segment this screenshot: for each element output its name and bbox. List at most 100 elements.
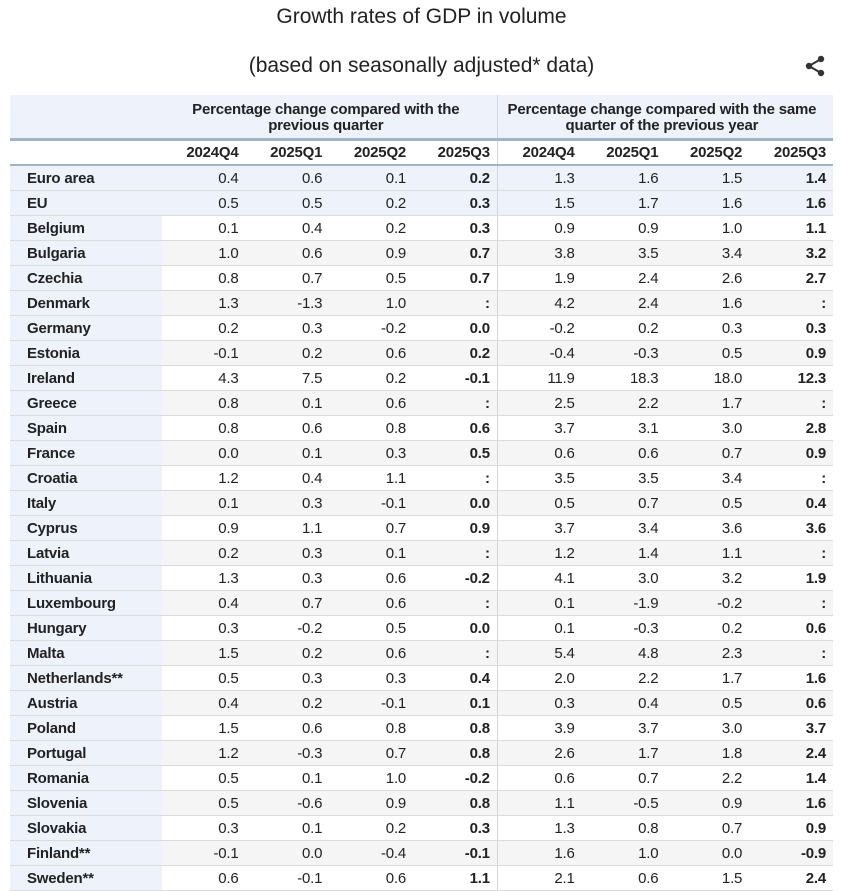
row-label: Germany <box>10 315 162 341</box>
table-cell: 0.3 <box>413 815 498 841</box>
table-cell: 0.0 <box>413 490 498 516</box>
table-cell: -0.2 <box>329 315 414 341</box>
table-cell: -0.2 <box>413 565 498 591</box>
table-cell: 0.6 <box>245 715 330 741</box>
row-label: Portugal <box>10 740 162 766</box>
table-cell: 1.6 <box>749 190 833 216</box>
row-label: Slovenia <box>10 790 162 816</box>
page-subtitle: (based on seasonally adjusted* data) <box>248 54 595 77</box>
table-row: Greece 0.8 0.1 0.6:2.5 2.2 1.7: <box>10 390 833 416</box>
table-cell: 3.0 <box>665 715 750 741</box>
table-cell: -0.3 <box>581 340 666 366</box>
table-row: Czechia 0.8 0.7 0.5 0.7 1.9 2.4 2.6 2.7 <box>10 265 833 291</box>
table-cell: 4.2 <box>497 290 582 316</box>
table-cell: 2.2 <box>665 765 750 791</box>
table-cell: 18.3 <box>581 365 666 391</box>
row-label: Malta <box>10 640 162 666</box>
table-cell: 0.5 <box>665 490 750 516</box>
table-cell: 0.7 <box>581 765 666 791</box>
table-cell: 2.7 <box>749 265 833 291</box>
column-header: 2024Q4 <box>161 139 246 166</box>
row-label: Austria <box>10 690 162 716</box>
table-cell: 1.8 <box>665 740 750 766</box>
table-cell: 0.4 <box>245 215 330 241</box>
column-header: 2025Q2 <box>329 139 414 166</box>
table-cell: 3.2 <box>749 240 833 266</box>
table-cell: 1.5 <box>497 190 582 216</box>
table-cell: 0.6 <box>497 440 582 466</box>
table-cell: 1.1 <box>329 465 414 491</box>
table-cell: 0.1 <box>161 490 246 516</box>
table-row: Lithuania 1.3 0.3 0.6 -0.2 4.1 3.0 3.2 1.9 <box>10 565 833 591</box>
table-row: Denmark 1.3 -1.3 1.0:4.2 2.4 1.6: <box>10 290 833 316</box>
table-cell: -0.4 <box>497 340 582 366</box>
table-cell: 3.1 <box>581 415 666 441</box>
table-cell: 0.2 <box>245 690 330 716</box>
table-cell: 0.4 <box>749 490 833 516</box>
table-cell: 0.9 <box>161 515 246 541</box>
table-cell: 0.6 <box>329 340 414 366</box>
table-cell: -0.1 <box>329 690 414 716</box>
table-row: Slovakia 0.3 0.1 0.2 0.3 1.3 0.8 0.7 0.9 <box>10 815 833 841</box>
table-cell: 0.2 <box>245 340 330 366</box>
table-cell: 0.6 <box>329 565 414 591</box>
table-cell: 0.8 <box>161 390 246 416</box>
table-cell: : <box>413 290 498 316</box>
gdp-growth-table: Percentage change compared with the prev… <box>10 95 833 891</box>
table-cell: 0.0 <box>665 840 750 866</box>
table-cell: 0.2 <box>665 615 750 641</box>
table-cell: 0.9 <box>749 340 833 366</box>
share-icon[interactable] <box>803 54 827 78</box>
row-label: Cyprus <box>10 515 162 541</box>
table-cell: 0.1 <box>245 390 330 416</box>
table-cell: 0.1 <box>497 590 582 616</box>
table-row: Austria 0.4 0.2 -0.1 0.1 0.3 0.4 0.5 0.6 <box>10 690 833 716</box>
table-cell: : <box>749 390 833 416</box>
table-row: Euro area 0.4 0.6 0.1 0.2 1.3 1.6 1.5 1.4 <box>10 165 833 191</box>
table-cell: 0.4 <box>245 465 330 491</box>
table-cell: 1.5 <box>161 715 246 741</box>
table-cell: 1.5 <box>161 640 246 666</box>
row-label: Romania <box>10 765 162 791</box>
table-cell: 3.7 <box>497 515 582 541</box>
table-cell: -0.3 <box>245 740 330 766</box>
table-cell: 1.1 <box>749 215 833 241</box>
table-cell: 1.2 <box>161 465 246 491</box>
table-cell: 0.0 <box>413 315 498 341</box>
table-cell: 2.8 <box>749 415 833 441</box>
table-cell: 0.2 <box>329 190 414 216</box>
table-cell: : <box>749 640 833 666</box>
table-cell: 1.3 <box>497 815 582 841</box>
column-header: 2025Q2 <box>665 139 750 166</box>
table-row: Ireland 4.3 7.5 0.2 -0.1 11.9 18.3 18.0 12.3 <box>10 365 833 391</box>
table-cell: 5.4 <box>497 640 582 666</box>
table-cell: 4.1 <box>497 565 582 591</box>
table-cell: 0.7 <box>413 240 498 266</box>
table-cell: 1.7 <box>581 190 666 216</box>
table-cell: 0.5 <box>161 790 246 816</box>
table-cell: 1.4 <box>749 165 833 191</box>
table-cell: -1.9 <box>581 590 666 616</box>
table-cell: : <box>749 290 833 316</box>
table-cell: 3.7 <box>749 715 833 741</box>
table-cell: 2.5 <box>497 390 582 416</box>
table-cell: 3.5 <box>497 465 582 491</box>
table-cell: 2.6 <box>497 740 582 766</box>
table-cell: 2.0 <box>497 665 582 691</box>
table-cell: 0.1 <box>161 215 246 241</box>
table-cell: : <box>413 540 498 566</box>
table-cell: 0.4 <box>161 165 246 191</box>
table-cell: 0.3 <box>749 315 833 341</box>
column-header: 2025Q1 <box>245 139 330 166</box>
table-cell: 3.7 <box>581 715 666 741</box>
table-row: Cyprus 0.9 1.1 0.7 0.9 3.7 3.4 3.6 3.6 <box>10 515 833 541</box>
row-label: Finland** <box>10 840 162 866</box>
table-cell: 1.1 <box>245 515 330 541</box>
table-cell: 0.3 <box>245 540 330 566</box>
table-cell: 4.8 <box>581 640 666 666</box>
row-label: Croatia <box>10 465 162 491</box>
table-cell: 3.5 <box>581 240 666 266</box>
table-cell: 1.0 <box>329 765 414 791</box>
table-cell: 0.3 <box>161 815 246 841</box>
table-cell: 1.6 <box>749 665 833 691</box>
